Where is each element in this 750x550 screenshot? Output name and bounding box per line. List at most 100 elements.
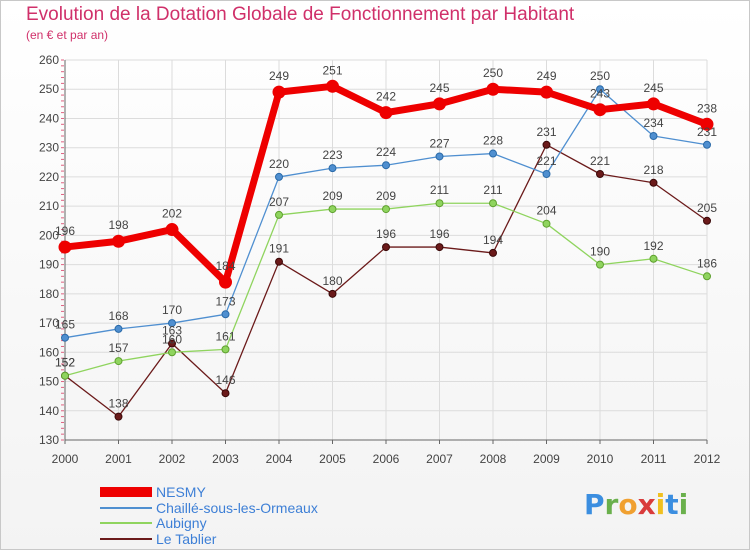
logo-letter: t bbox=[665, 488, 679, 521]
data-label: 152 bbox=[55, 356, 75, 370]
x-tick-label: 2008 bbox=[480, 452, 507, 466]
y-tick-label: 200 bbox=[39, 228, 59, 242]
data-point bbox=[433, 97, 446, 111]
data-point bbox=[435, 152, 444, 161]
data-label: 168 bbox=[108, 309, 128, 323]
data-point bbox=[112, 234, 125, 248]
chart-title: Evolution de la Dotation Globale de Fonc… bbox=[26, 4, 575, 25]
data-point bbox=[168, 339, 176, 348]
legend-label: NESMY bbox=[156, 484, 206, 500]
data-point bbox=[221, 310, 230, 319]
y-tick-label: 230 bbox=[39, 141, 59, 155]
x-tick-label: 2011 bbox=[641, 452, 667, 466]
proxiti-logo: Proxiti bbox=[584, 488, 688, 521]
data-label: 211 bbox=[430, 183, 449, 197]
x-tick-label: 2007 bbox=[426, 452, 453, 466]
data-point bbox=[328, 164, 337, 173]
data-label: 191 bbox=[269, 242, 289, 256]
data-label: 223 bbox=[322, 148, 342, 162]
data-point bbox=[596, 85, 604, 94]
x-tick-label: 2012 bbox=[694, 452, 721, 466]
data-point bbox=[382, 243, 390, 252]
data-label: 173 bbox=[215, 294, 235, 308]
data-point bbox=[596, 260, 604, 269]
data-label: 204 bbox=[536, 204, 556, 218]
logo-letter: o bbox=[618, 488, 638, 521]
data-point bbox=[61, 333, 69, 342]
data-point bbox=[221, 345, 230, 354]
x-tick-label: 2009 bbox=[533, 452, 560, 466]
data-label: 160 bbox=[162, 332, 182, 346]
data-label: 157 bbox=[108, 341, 128, 355]
data-label: 221 bbox=[590, 154, 610, 168]
data-point bbox=[703, 216, 711, 225]
x-tick-label: 2006 bbox=[373, 452, 400, 466]
data-point bbox=[542, 170, 551, 178]
data-point bbox=[382, 205, 390, 214]
data-point bbox=[703, 272, 711, 281]
data-point bbox=[489, 149, 497, 158]
chart-subtitle: (en € et par an) bbox=[26, 28, 109, 42]
legend-label: Le Tablier bbox=[156, 531, 217, 547]
y-tick-label: 250 bbox=[39, 82, 59, 96]
y-tick-label: 190 bbox=[39, 258, 59, 272]
data-point bbox=[489, 199, 497, 208]
data-point bbox=[647, 97, 660, 111]
x-tick-label: 2005 bbox=[319, 452, 346, 466]
data-point bbox=[435, 199, 444, 208]
data-point bbox=[486, 82, 500, 96]
data-point bbox=[382, 161, 390, 170]
data-label: 196 bbox=[55, 224, 75, 238]
data-point bbox=[328, 289, 337, 298]
data-label: 238 bbox=[697, 101, 717, 115]
logo-letter: i bbox=[678, 488, 689, 521]
y-tick-label: 140 bbox=[39, 404, 59, 418]
data-label: 242 bbox=[376, 90, 396, 104]
legend-swatch bbox=[100, 507, 152, 509]
y-tick-label: 180 bbox=[39, 287, 59, 301]
data-point bbox=[596, 170, 604, 178]
data-label: 194 bbox=[483, 233, 503, 247]
x-tick-label: 2010 bbox=[587, 452, 614, 466]
x-tick-label: 2004 bbox=[266, 452, 293, 466]
data-point bbox=[593, 103, 607, 117]
data-point bbox=[221, 389, 230, 398]
data-label: 245 bbox=[643, 81, 663, 95]
data-label: 207 bbox=[269, 195, 289, 209]
x-tick-label: 2000 bbox=[52, 452, 79, 466]
data-label: 138 bbox=[108, 397, 128, 411]
data-label: 192 bbox=[643, 239, 663, 253]
data-label: 224 bbox=[376, 145, 396, 159]
data-label: 234 bbox=[643, 116, 663, 130]
legend-item: Le Tablier bbox=[100, 531, 217, 547]
data-point bbox=[58, 240, 72, 254]
data-point bbox=[649, 178, 658, 187]
data-label: 196 bbox=[376, 227, 396, 241]
data-point bbox=[275, 172, 283, 181]
data-point bbox=[326, 79, 339, 93]
data-point bbox=[700, 117, 714, 131]
y-tick-label: 170 bbox=[39, 316, 59, 330]
data-point bbox=[275, 257, 283, 266]
data-label: 146 bbox=[215, 373, 235, 387]
legend-item: Chaillé-sous-les-Ormeaux bbox=[100, 500, 318, 516]
data-label: 184 bbox=[215, 259, 235, 273]
data-label: 163 bbox=[162, 324, 182, 338]
data-label: 245 bbox=[429, 81, 449, 95]
data-label: 190 bbox=[590, 245, 610, 259]
y-tick-label: 220 bbox=[39, 170, 59, 184]
y-tick-label: 130 bbox=[39, 433, 59, 447]
x-tick-label: 2002 bbox=[159, 452, 186, 466]
data-label: 209 bbox=[322, 189, 342, 203]
data-label: 221 bbox=[536, 154, 556, 168]
x-tick-label: 2001 bbox=[105, 452, 132, 466]
data-point bbox=[275, 210, 283, 219]
data-point bbox=[219, 275, 232, 289]
data-point bbox=[328, 205, 337, 214]
data-label: 251 bbox=[322, 63, 342, 77]
data-point bbox=[272, 85, 286, 99]
data-label: 211 bbox=[483, 183, 502, 197]
legend-label: Aubigny bbox=[156, 515, 207, 531]
